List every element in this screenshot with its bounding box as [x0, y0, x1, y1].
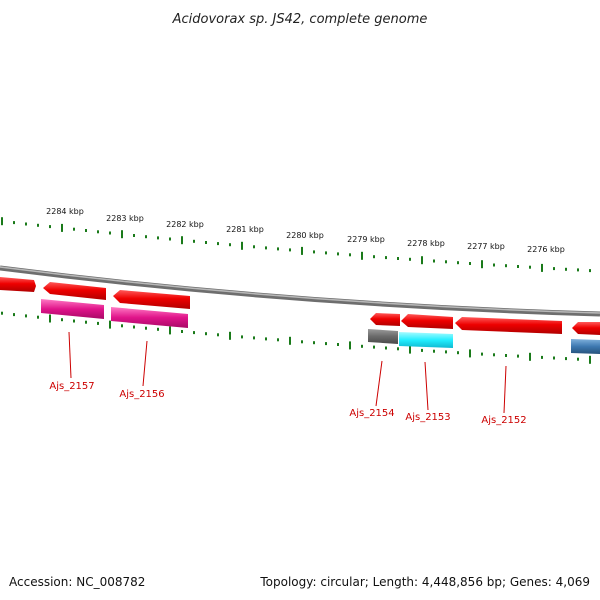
gene-labels: Ajs_2157 Ajs_2156 Ajs_2154 Ajs_2153 Ajs_… — [49, 381, 526, 426]
scale-label: 2278 kbp — [407, 239, 445, 248]
gene-label-lines — [68, 331, 507, 414]
gene-label-ajs-2156[interactable]: Ajs_2156 — [119, 389, 164, 400]
accession-text: Accession: NC_008782 — [9, 575, 145, 589]
genome-summary-text: Topology: circular; Length: 4,448,856 bp… — [259, 575, 590, 589]
scale-label: 2284 kbp — [46, 207, 84, 216]
gene-label-ajs-2157[interactable]: Ajs_2157 — [49, 381, 94, 392]
scale-label: 2282 kbp — [166, 220, 204, 229]
scale-label: 2281 kbp — [226, 225, 264, 234]
map-title: Acidovorax sp. JS42, complete genome — [172, 12, 428, 27]
gene-arrow[interactable] — [572, 322, 600, 335]
gene-arrow[interactable] — [0, 277, 36, 292]
gene-block[interactable] — [399, 332, 453, 348]
gene-label-ajs-2154[interactable]: Ajs_2154 — [349, 408, 394, 419]
gene-arrow[interactable] — [113, 290, 190, 309]
gene-block[interactable] — [41, 299, 104, 319]
genome-backbone-highlight — [0, 266, 600, 314]
scale-label: 2276 kbp — [527, 245, 565, 254]
gene-block[interactable] — [111, 307, 188, 328]
gene-arrow[interactable] — [43, 282, 106, 300]
inner-scale-ticks — [1, 311, 591, 364]
outer-scale-ticks — [1, 217, 591, 273]
scale-labels: 2284 kbp 2283 kbp 2282 kbp 2281 kbp 2280… — [46, 207, 565, 254]
gene-arrow[interactable] — [401, 314, 453, 329]
category-blocks — [41, 299, 600, 354]
gene-arrow[interactable] — [455, 317, 562, 334]
forward-genes — [0, 277, 600, 335]
gene-label-ajs-2153[interactable]: Ajs_2153 — [405, 412, 450, 423]
scale-label: 2280 kbp — [286, 231, 324, 240]
gene-arrow[interactable] — [370, 313, 400, 326]
scale-label: 2279 kbp — [347, 235, 385, 244]
genome-backbone — [0, 265, 600, 317]
gene-label-ajs-2152[interactable]: Ajs_2152 — [481, 415, 526, 426]
gene-block[interactable] — [571, 339, 600, 354]
gene-block[interactable] — [368, 329, 398, 344]
scale-label: 2283 kbp — [106, 214, 144, 223]
scale-label: 2277 kbp — [467, 242, 505, 251]
